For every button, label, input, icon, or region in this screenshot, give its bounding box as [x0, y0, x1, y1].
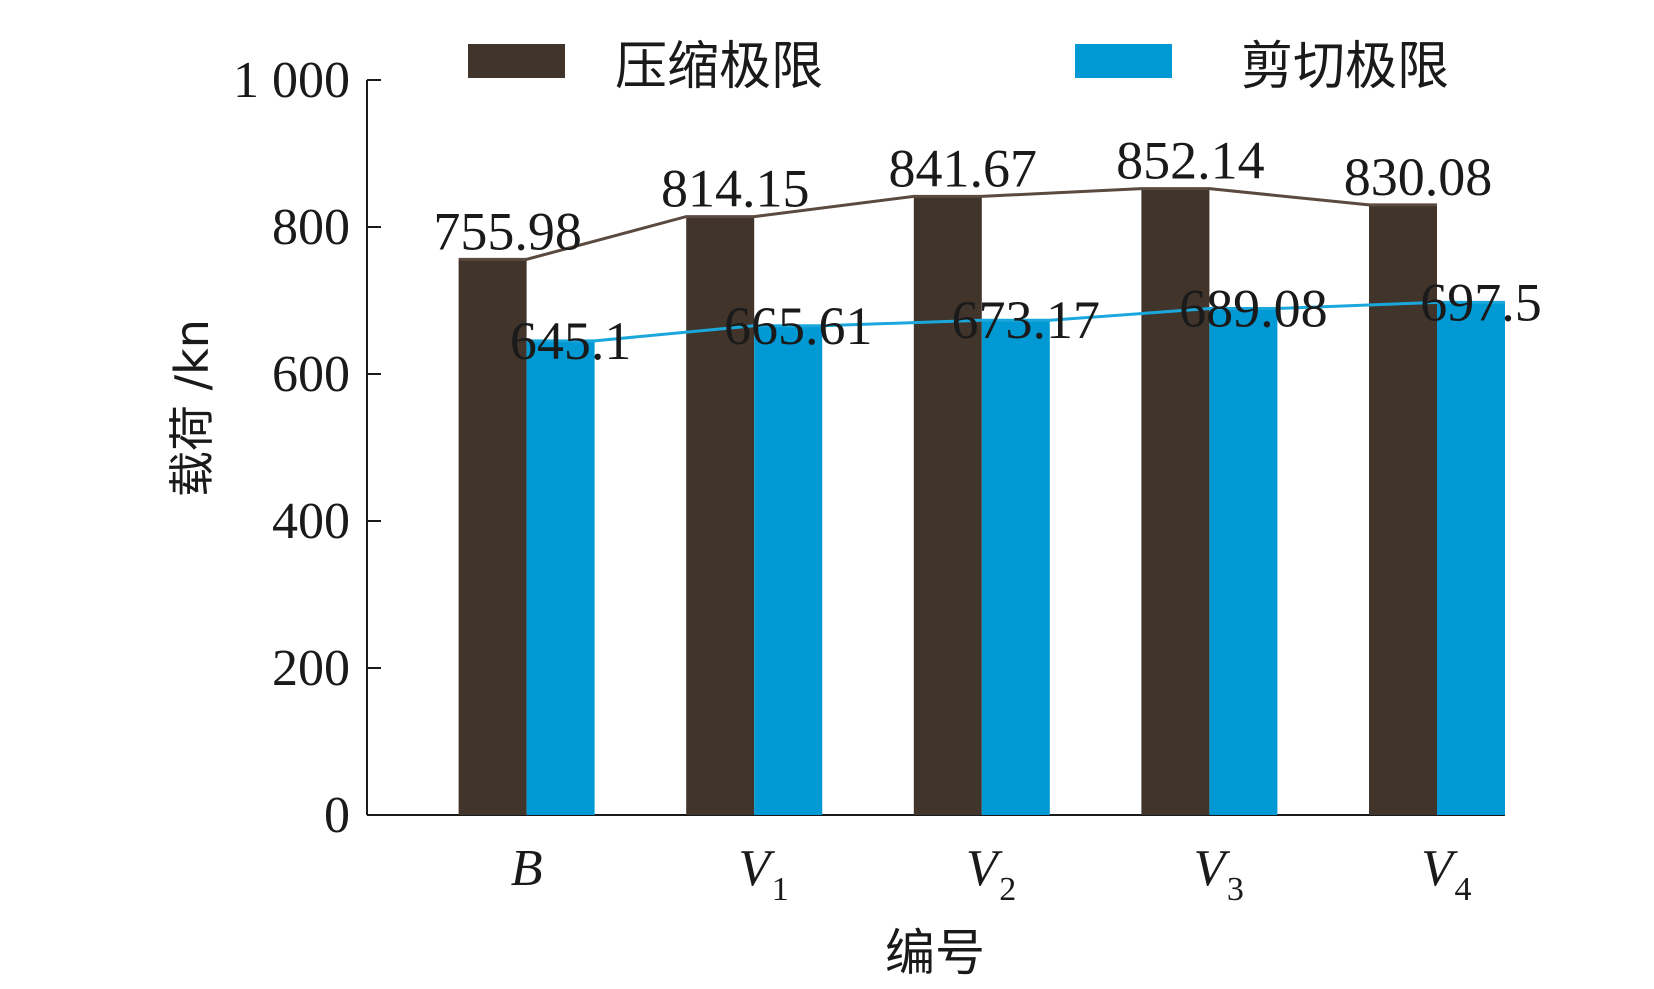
data-label-shear: 697.5 [1420, 272, 1542, 332]
data-labels: 755.98 814.15 841.67 852.14 830.08 645.1 665.6… [433, 131, 1541, 371]
data-label-shear: 673.17 [952, 290, 1101, 350]
bar-shear [526, 340, 595, 815]
bar-compression [458, 259, 527, 815]
x-tick-label: V [738, 840, 775, 897]
plot-bars [458, 188, 1505, 816]
bar-compression [913, 196, 982, 815]
bar-shear [981, 320, 1050, 815]
y-tick-label: 0 [324, 787, 350, 844]
data-label-shear: 665.61 [724, 296, 873, 356]
x-tick-label: V [966, 840, 1003, 897]
data-label-compression: 830.08 [1344, 147, 1493, 207]
legend-label-compression: 压缩极限 [615, 37, 823, 97]
x-tick-subscript: 4 [1455, 871, 1472, 908]
trend-line-shear [526, 300, 1505, 343]
x-axis-title: 编号 [885, 924, 985, 982]
bar-compression [1369, 204, 1437, 815]
y-ticks: 0 200 400 600 800 1 000 [233, 52, 381, 844]
legend-swatch-compression [468, 44, 565, 78]
y-tick-label: 600 [272, 346, 350, 403]
data-label-compression: 841.67 [889, 138, 1038, 198]
x-tick-subscript: 3 [1227, 871, 1244, 908]
bar-shear [1437, 302, 1505, 815]
data-label-compression: 814.15 [661, 159, 810, 219]
y-axis-title: 载荷 /kn [165, 319, 219, 497]
x-tick-label: V [1421, 840, 1458, 897]
y-tick-label: 800 [272, 199, 350, 256]
data-label-compression: 755.98 [433, 201, 582, 261]
bar-shear [1209, 308, 1278, 815]
y-tick-label: 1 000 [233, 52, 350, 109]
legend-label-shear: 剪切极限 [1241, 37, 1449, 97]
y-tick-label: 200 [272, 640, 350, 697]
trend-line-compression [458, 187, 1437, 261]
data-label-shear: 645.1 [510, 311, 632, 371]
x-tick-label: V [1194, 840, 1231, 897]
y-tick-label: 400 [272, 493, 350, 550]
bar-compression [686, 216, 755, 816]
data-label-shear: 689.08 [1179, 279, 1328, 339]
legend: 压缩极限 剪切极限 [468, 37, 1449, 97]
x-tick-label: B [511, 840, 543, 897]
x-tick-subscript: 2 [999, 871, 1016, 908]
x-tick-subscript: 1 [772, 871, 789, 908]
y-axis: 0 200 400 600 800 1 000 载荷 /kn [165, 52, 381, 844]
legend-swatch-shear [1075, 44, 1172, 78]
data-label-compression: 852.14 [1116, 131, 1265, 191]
bar-compression [1141, 188, 1210, 815]
bar-shear [754, 325, 823, 815]
trend-lines [458, 187, 1505, 343]
